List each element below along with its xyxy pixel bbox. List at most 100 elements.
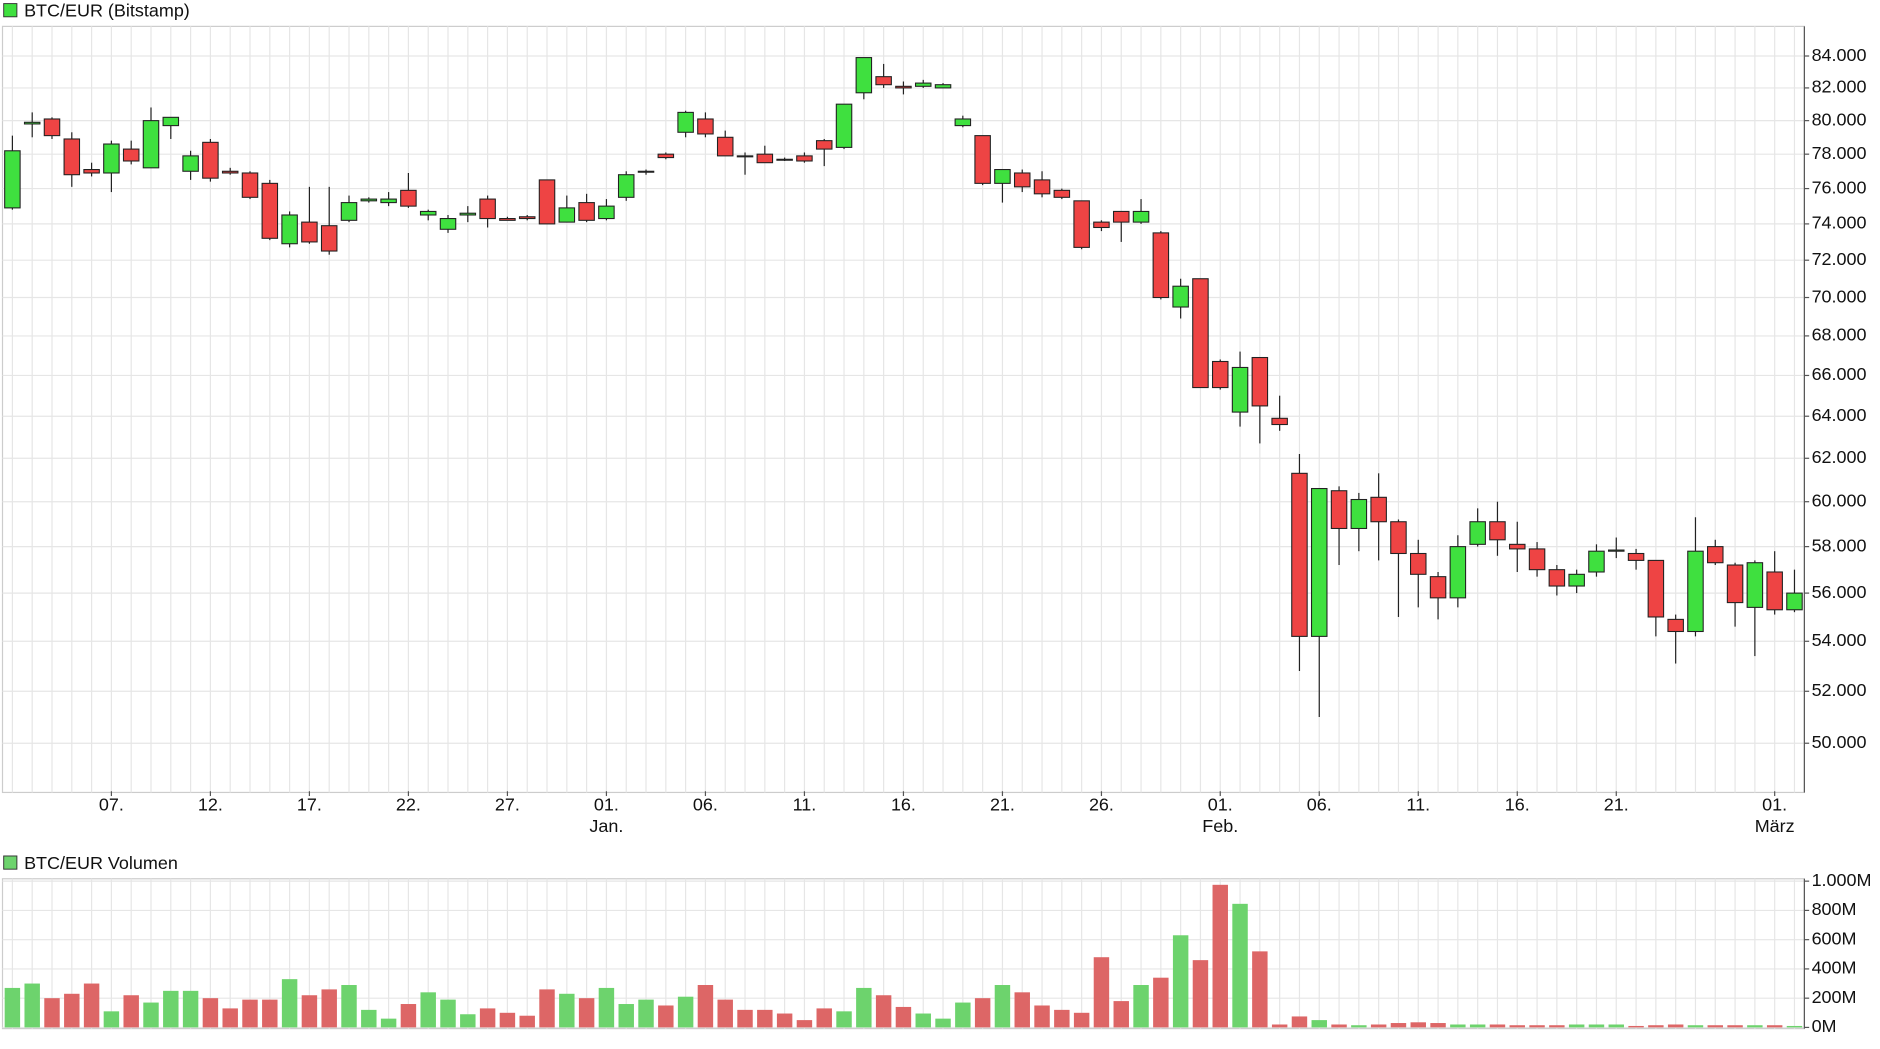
candle-body (1271, 417, 1288, 426)
x-tick-label: 27. (495, 794, 520, 814)
volume-bar (697, 985, 714, 1028)
volume-bar (64, 993, 80, 1028)
candle-body (994, 169, 1011, 184)
volume-bar (1628, 1025, 1644, 1028)
candle-body (1627, 552, 1645, 561)
candle-body (1667, 618, 1684, 633)
candle-body (1152, 232, 1170, 299)
chart-title: BTC/EUR Volumen (24, 853, 178, 873)
x-tick-sublabel: Feb. (1202, 816, 1238, 836)
candle-body (360, 198, 378, 202)
x-tick-label: 11. (793, 794, 817, 814)
candle-body (1509, 543, 1526, 550)
candle-body (479, 198, 496, 220)
volume-bar (1054, 1009, 1070, 1028)
candle-body (538, 179, 556, 225)
volume-bar (1410, 1022, 1426, 1028)
volume-bar (638, 999, 654, 1028)
volume-bar (1271, 1024, 1288, 1028)
volume-bar (1252, 951, 1268, 1028)
volume-bar (182, 990, 199, 1028)
volume-bar (796, 1020, 813, 1028)
candle-body (558, 207, 576, 223)
volume-bar (875, 995, 892, 1028)
y-tick-label: 0M (1812, 1016, 1837, 1036)
candle-body (221, 170, 239, 174)
candle-body (63, 138, 81, 176)
x-tick-label: 22. (396, 794, 421, 814)
candle-body (1093, 221, 1110, 229)
volume-bar (1549, 1025, 1565, 1028)
y-tick-label: 70.000 (1812, 286, 1867, 306)
volume-bar (658, 1005, 674, 1028)
candle-body (182, 155, 199, 172)
x-tick-label: 06. (1307, 794, 1332, 814)
volume-bar (143, 1002, 159, 1028)
x-tick-label: 16. (891, 794, 916, 814)
volume-bar (1608, 1024, 1624, 1028)
candle-body (1172, 285, 1189, 308)
y-tick-label: 56.000 (1812, 582, 1867, 602)
candle-body (1449, 546, 1467, 599)
volume-bar (420, 992, 436, 1028)
candle-body (617, 174, 635, 198)
candle-body (736, 155, 754, 158)
volume-bar (103, 1011, 120, 1028)
candle-body (340, 202, 358, 221)
volume-bar (24, 983, 40, 1028)
candle-body (1053, 189, 1071, 198)
volume-bar (1291, 1016, 1308, 1028)
candle-body (499, 218, 516, 221)
volume-bar (519, 1015, 535, 1028)
candle-body (1073, 200, 1090, 248)
volume-bar (895, 1006, 912, 1028)
candle-body (1291, 472, 1308, 637)
volume-bar (974, 998, 991, 1028)
candle-body (142, 120, 160, 169)
volume-bar (1093, 957, 1110, 1028)
volume-bar (1687, 1025, 1704, 1028)
x-tick-label: 16. (1505, 794, 1530, 814)
candle-body (1192, 278, 1209, 389)
candle-body (281, 214, 298, 245)
volume-bar (1469, 1024, 1486, 1028)
volume-bar (83, 983, 100, 1028)
x-tick-sublabel: Jan. (589, 816, 623, 836)
y-tick-label: 78.000 (1812, 143, 1867, 163)
volume-bar (856, 987, 872, 1028)
volume-bar (717, 999, 733, 1028)
candle-body (1489, 521, 1506, 541)
candle-body (697, 118, 714, 135)
volume-bar (242, 999, 258, 1028)
y-tick-label: 64.000 (1812, 405, 1867, 425)
volume-bar (816, 1008, 832, 1028)
candle-body (1746, 562, 1764, 608)
candle-body (261, 182, 279, 239)
candle-body (895, 85, 912, 89)
candle-body (301, 221, 318, 243)
volume-bar (994, 985, 1011, 1028)
volume-bar (539, 989, 555, 1028)
candle-body (657, 153, 675, 159)
candle-body (914, 82, 932, 87)
candle-body (1766, 571, 1783, 611)
candle-body (1251, 356, 1269, 407)
volume-bar (1747, 1025, 1763, 1028)
candle-body (1231, 366, 1249, 413)
volume-bar (1450, 1024, 1466, 1028)
y-tick-label: 200M (1812, 987, 1857, 1007)
volume-bar (1786, 1025, 1803, 1028)
volume-bar (361, 1009, 377, 1028)
candle-body (1112, 210, 1130, 223)
candle-body (439, 218, 457, 230)
volume-bar (1727, 1025, 1743, 1028)
candle-body (598, 205, 615, 220)
candle-body (677, 111, 694, 133)
candle-body (43, 118, 61, 137)
y-tick-label: 50.000 (1812, 732, 1867, 752)
y-tick-label: 82.000 (1812, 77, 1867, 97)
volume-bar (202, 998, 219, 1028)
volume-bar (1667, 1024, 1684, 1028)
volume-bar (559, 993, 575, 1028)
